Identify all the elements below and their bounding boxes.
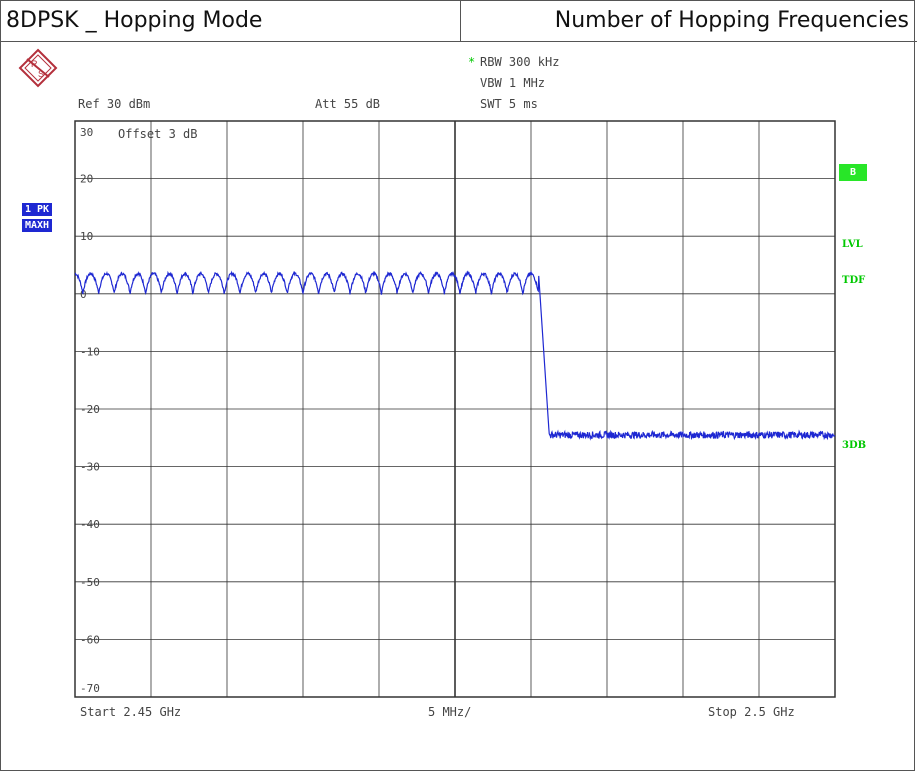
b-badge: B bbox=[839, 164, 867, 181]
spectrum-trace bbox=[74, 270, 836, 441]
offset-readout: Offset 3 dB bbox=[118, 127, 200, 141]
chart-title: Number of Hopping Frequencies bbox=[554, 8, 909, 33]
svg-text:R: R bbox=[31, 59, 38, 69]
tdf-label: TDF bbox=[842, 275, 866, 286]
stop-frequency: Stop 2.5 GHz bbox=[708, 705, 795, 719]
swt-readout: SWT 5 ms bbox=[480, 97, 538, 111]
y-tick-label: 20 bbox=[80, 173, 93, 186]
rbw-changed-marker: * bbox=[468, 55, 476, 69]
ref-level-readout: Ref 30 dBm bbox=[78, 97, 151, 111]
y-tick-label: 30 bbox=[80, 126, 93, 139]
y-tick-label: -30 bbox=[80, 461, 100, 474]
header-divider bbox=[460, 0, 461, 41]
y-tick-label: -60 bbox=[80, 633, 100, 646]
trace-detector-badge: 1 PK bbox=[22, 203, 53, 216]
3db-label: 3DB bbox=[842, 440, 867, 451]
rbw-readout: RBW 300 kHz bbox=[480, 55, 560, 69]
y-tick-label: -50 bbox=[80, 576, 100, 589]
rs-logo-icon: R S bbox=[18, 48, 58, 88]
y-tick-label: 0 bbox=[80, 288, 87, 301]
trace-maxhold-badge: MAXH bbox=[22, 219, 53, 232]
mode-title: 8DPSK _ Hopping Mode bbox=[6, 8, 263, 33]
y-tick-label: -40 bbox=[80, 518, 100, 531]
span-per-division: 5 MHz/ bbox=[428, 705, 472, 719]
header-separator bbox=[0, 41, 917, 42]
attenuation-readout: Att 55 dB bbox=[315, 97, 381, 111]
svg-text:S: S bbox=[38, 69, 44, 79]
y-tick-label: -70 bbox=[80, 682, 100, 695]
start-frequency: Start 2.45 GHz bbox=[80, 705, 182, 719]
lvl-label: LVL bbox=[842, 239, 863, 250]
y-tick-label: 10 bbox=[80, 230, 93, 243]
vbw-readout: VBW 1 MHz bbox=[480, 76, 546, 90]
y-tick-label: -10 bbox=[80, 345, 100, 358]
y-tick-label: -20 bbox=[80, 403, 100, 416]
